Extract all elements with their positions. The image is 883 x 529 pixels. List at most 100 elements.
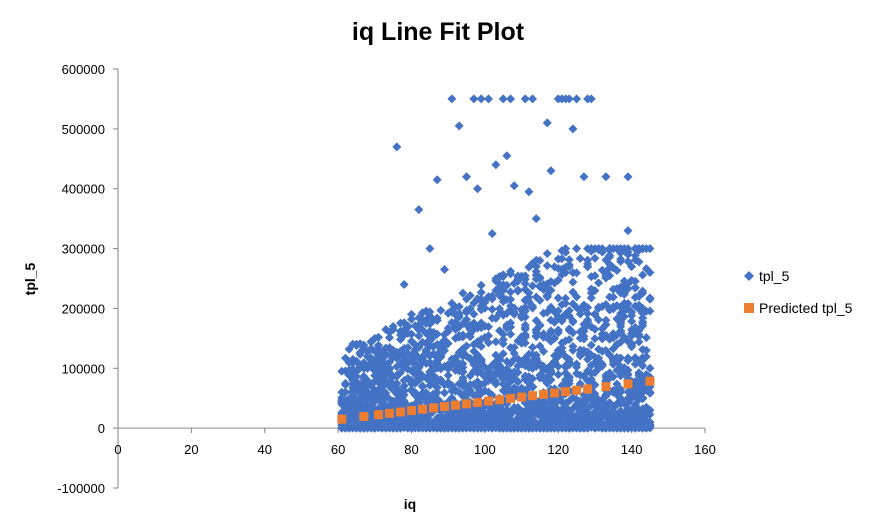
point-tpl-5 — [575, 333, 585, 343]
point-predicted-tpl-5 — [373, 410, 383, 420]
point-tpl-5 — [495, 304, 505, 314]
legend-marker-tpl-5 — [744, 271, 754, 281]
point-tpl-5 — [480, 378, 490, 388]
point-tpl-5 — [641, 264, 651, 274]
point-tpl-5 — [572, 94, 582, 104]
point-tpl-5 — [414, 362, 424, 372]
point-tpl-5 — [550, 402, 560, 412]
point-tpl-5 — [465, 371, 475, 381]
point-tpl-5 — [498, 270, 508, 280]
point-tpl-5 — [454, 330, 464, 340]
point-tpl-5 — [509, 342, 519, 352]
point-tpl-5 — [337, 393, 347, 403]
point-tpl-5 — [403, 420, 413, 430]
point-predicted-tpl-5 — [384, 408, 394, 418]
point-tpl-5 — [520, 94, 530, 104]
point-tpl-5 — [608, 292, 618, 302]
point-tpl-5 — [495, 308, 505, 318]
point-tpl-5 — [590, 423, 600, 433]
legend-item-tpl-5: tpl_5 — [744, 268, 790, 284]
point-tpl-5 — [542, 118, 552, 128]
plot-area: -100000 0 100000 200000 300000 400000 500000 60… — [57, 62, 716, 496]
point-tpl-5 — [509, 303, 519, 313]
point-tpl-5 — [645, 293, 655, 303]
point-tpl-5 — [638, 244, 648, 254]
point-tpl-5 — [443, 378, 453, 388]
point-tpl-5 — [495, 404, 505, 414]
point-predicted-tpl-5 — [440, 402, 450, 412]
point-tpl-5 — [509, 348, 519, 358]
point-tpl-5 — [502, 364, 512, 374]
point-tpl-5 — [638, 373, 648, 383]
point-tpl-5 — [572, 244, 582, 254]
point-tpl-5 — [399, 325, 409, 335]
point-tpl-5 — [638, 361, 648, 371]
point-tpl-5 — [630, 244, 640, 254]
point-tpl-5 — [623, 387, 633, 397]
legend-marker-predicted-tpl-5 — [744, 303, 754, 313]
legend: tpl_5 Predicted tpl_5 — [744, 268, 853, 316]
point-tpl-5 — [590, 309, 600, 319]
point-tpl-5 — [377, 398, 387, 408]
legend-label-predicted-tpl-5: Predicted tpl_5 — [759, 300, 853, 316]
point-predicted-tpl-5 — [473, 397, 483, 407]
y-tick-label: -100000 — [57, 481, 105, 496]
point-tpl-5 — [623, 226, 633, 236]
point-tpl-5 — [608, 356, 618, 366]
point-tpl-5 — [605, 350, 615, 360]
y-axis-title: tpl_5 — [22, 262, 38, 295]
point-tpl-5 — [627, 316, 637, 326]
point-tpl-5 — [616, 399, 626, 409]
point-tpl-5 — [495, 363, 505, 373]
point-tpl-5 — [465, 385, 475, 395]
point-tpl-5 — [524, 356, 534, 366]
point-tpl-5 — [440, 337, 450, 347]
point-tpl-5 — [432, 329, 442, 339]
point-tpl-5 — [362, 423, 372, 433]
point-tpl-5 — [498, 335, 508, 345]
point-tpl-5 — [484, 408, 494, 418]
point-tpl-5 — [362, 381, 372, 391]
point-predicted-tpl-5 — [337, 414, 347, 424]
point-tpl-5 — [623, 172, 633, 182]
point-tpl-5 — [616, 423, 626, 433]
point-tpl-5 — [403, 350, 413, 360]
point-tpl-5 — [583, 347, 593, 357]
point-tpl-5 — [373, 392, 383, 402]
point-tpl-5 — [601, 267, 611, 277]
point-tpl-5 — [498, 421, 508, 431]
point-tpl-5 — [590, 334, 600, 344]
point-tpl-5 — [362, 392, 372, 402]
point-tpl-5 — [373, 361, 383, 371]
point-tpl-5 — [528, 303, 538, 313]
point-tpl-5 — [623, 404, 633, 414]
point-tpl-5 — [491, 350, 501, 360]
point-tpl-5 — [480, 303, 490, 313]
point-tpl-5 — [601, 320, 611, 330]
point-tpl-5 — [553, 370, 563, 380]
point-tpl-5 — [377, 347, 387, 357]
point-tpl-5 — [458, 288, 468, 298]
point-tpl-5 — [513, 271, 523, 281]
point-tpl-5 — [616, 414, 626, 424]
point-tpl-5 — [586, 284, 596, 294]
point-tpl-5 — [418, 337, 428, 347]
point-tpl-5 — [432, 382, 442, 392]
point-tpl-5 — [634, 325, 644, 335]
point-tpl-5 — [388, 397, 398, 407]
point-tpl-5 — [608, 263, 618, 273]
point-tpl-5 — [608, 415, 618, 425]
point-tpl-5 — [517, 416, 527, 426]
point-tpl-5 — [454, 302, 464, 312]
point-tpl-5 — [638, 415, 648, 425]
point-tpl-5 — [520, 271, 530, 281]
point-tpl-5 — [601, 391, 611, 401]
point-tpl-5 — [645, 388, 655, 398]
point-tpl-5 — [601, 423, 611, 433]
point-tpl-5 — [506, 415, 516, 425]
point-tpl-5 — [384, 363, 394, 373]
point-tpl-5 — [414, 368, 424, 378]
point-tpl-5 — [528, 349, 538, 359]
point-tpl-5 — [524, 405, 534, 415]
point-tpl-5 — [623, 299, 633, 309]
